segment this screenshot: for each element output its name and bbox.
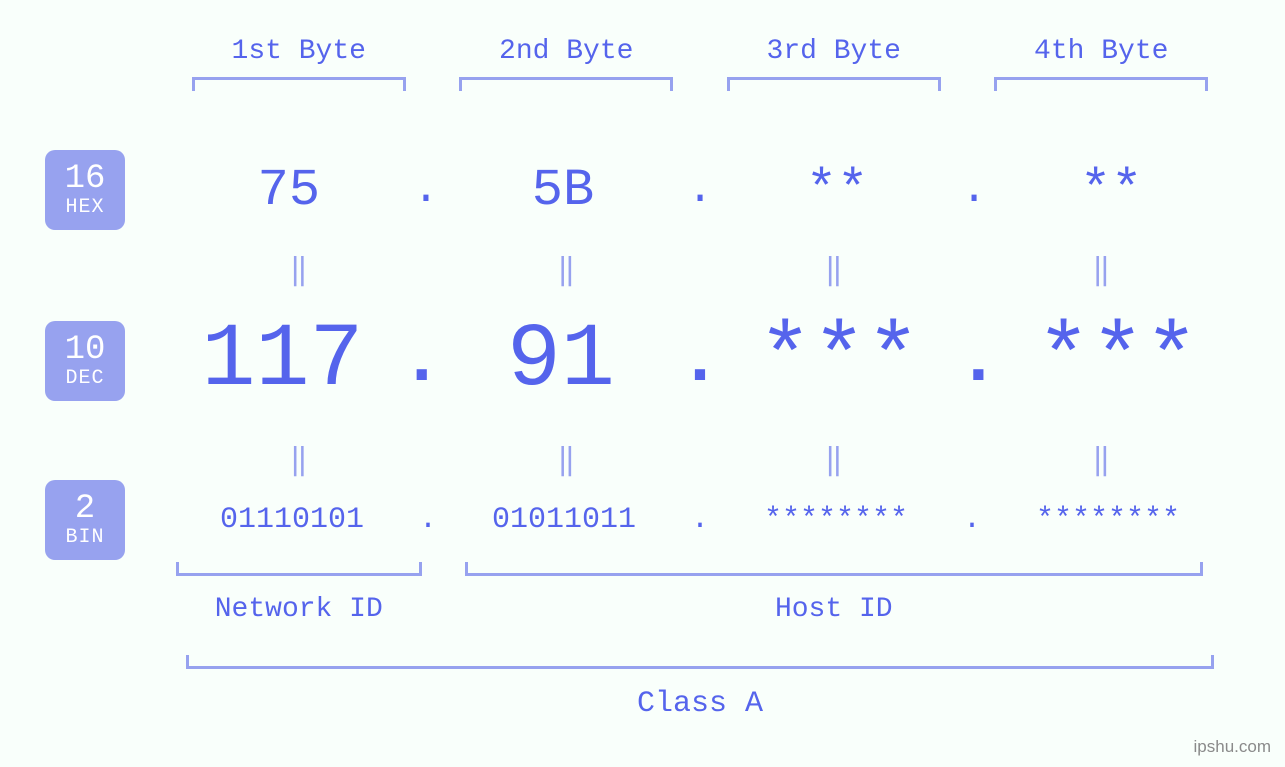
dec-byte-3: *** xyxy=(722,310,957,412)
byte-header-3-bracket xyxy=(727,77,941,91)
badge-bin: 2 BIN xyxy=(45,480,125,560)
host-id-bracket xyxy=(465,562,1203,576)
byte-header-2-label: 2nd Byte xyxy=(499,36,633,67)
bin-values: 01110101 . 01011011 . ******** . *******… xyxy=(165,503,1235,537)
bin-byte-1: 01110101 xyxy=(165,503,419,537)
hex-byte-4: ** xyxy=(987,161,1235,220)
byte-header-4: 4th Byte xyxy=(968,36,1236,91)
dec-byte-1: 117 xyxy=(165,310,400,412)
badge-dec-number: 10 xyxy=(65,333,106,369)
badge-hex: 16 HEX xyxy=(45,150,125,230)
bin-sep-2: . xyxy=(691,503,709,537)
class-row: Class A xyxy=(165,655,1235,721)
badge-bin-label: BIN xyxy=(65,527,104,548)
bin-sep-1: . xyxy=(419,503,437,537)
equals-8: ‖ xyxy=(968,442,1236,479)
class-segment: Class A xyxy=(165,655,1235,721)
byte-headers: 1st Byte 2nd Byte 3rd Byte 4th Byte xyxy=(165,36,1235,91)
bottom-brackets: Network ID Host ID Class A xyxy=(165,562,1235,721)
row-dec: 10 DEC 117 . 91 . *** . *** xyxy=(0,310,1285,412)
byte-header-2-bracket xyxy=(459,77,673,91)
badge-dec-label: DEC xyxy=(65,368,104,389)
badge-hex-number: 16 xyxy=(65,162,106,198)
hex-sep-2: . xyxy=(687,165,713,215)
byte-header-1-bracket xyxy=(192,77,406,91)
byte-header-2: 2nd Byte xyxy=(433,36,701,91)
badge-hex-label: HEX xyxy=(65,197,104,218)
watermark: ipshu.com xyxy=(1194,737,1271,757)
hex-values: 75 . 5B . ** . ** xyxy=(165,161,1235,220)
id-brackets-row: Network ID Host ID xyxy=(165,562,1235,625)
equals-3: ‖ xyxy=(700,252,968,289)
hex-byte-3: ** xyxy=(713,161,961,220)
dec-values: 117 . 91 . *** . *** xyxy=(165,310,1235,412)
dec-byte-4: *** xyxy=(1000,310,1235,412)
byte-header-1: 1st Byte xyxy=(165,36,433,91)
hex-sep-1: . xyxy=(413,165,439,215)
byte-header-3: 3rd Byte xyxy=(700,36,968,91)
badge-bin-number: 2 xyxy=(75,492,95,528)
network-id-segment: Network ID xyxy=(165,562,433,625)
host-id-segment: Host ID xyxy=(433,562,1236,625)
equals-row-dec-bin: ‖ ‖ ‖ ‖ xyxy=(165,442,1235,479)
dec-sep-3: . xyxy=(957,320,1000,402)
equals-4: ‖ xyxy=(968,252,1236,289)
byte-header-1-label: 1st Byte xyxy=(232,36,366,67)
hex-byte-2: 5B xyxy=(439,161,687,220)
row-hex: 16 HEX 75 . 5B . ** . ** xyxy=(0,150,1285,230)
class-bracket xyxy=(186,655,1213,669)
equals-5: ‖ xyxy=(165,442,433,479)
network-id-bracket xyxy=(176,562,422,576)
equals-1: ‖ xyxy=(165,252,433,289)
hex-byte-1: 75 xyxy=(165,161,413,220)
badge-dec: 10 DEC xyxy=(45,321,125,401)
bin-byte-2: 01011011 xyxy=(437,503,691,537)
equals-6: ‖ xyxy=(433,442,701,479)
bin-sep-3: . xyxy=(963,503,981,537)
equals-2: ‖ xyxy=(433,252,701,289)
byte-header-4-bracket xyxy=(994,77,1208,91)
bin-byte-3: ******** xyxy=(709,503,963,537)
equals-7: ‖ xyxy=(700,442,968,479)
network-id-label: Network ID xyxy=(215,594,383,625)
byte-header-4-label: 4th Byte xyxy=(1034,36,1168,67)
dec-sep-1: . xyxy=(400,320,443,402)
host-id-label: Host ID xyxy=(775,594,893,625)
dec-byte-2: 91 xyxy=(443,310,678,412)
byte-header-3-label: 3rd Byte xyxy=(767,36,901,67)
row-bin: 2 BIN 01110101 . 01011011 . ******** . *… xyxy=(0,480,1285,560)
class-label: Class A xyxy=(637,687,763,721)
dec-sep-2: . xyxy=(678,320,721,402)
bin-byte-4: ******** xyxy=(981,503,1235,537)
equals-row-hex-dec: ‖ ‖ ‖ ‖ xyxy=(165,252,1235,289)
hex-sep-3: . xyxy=(961,165,987,215)
